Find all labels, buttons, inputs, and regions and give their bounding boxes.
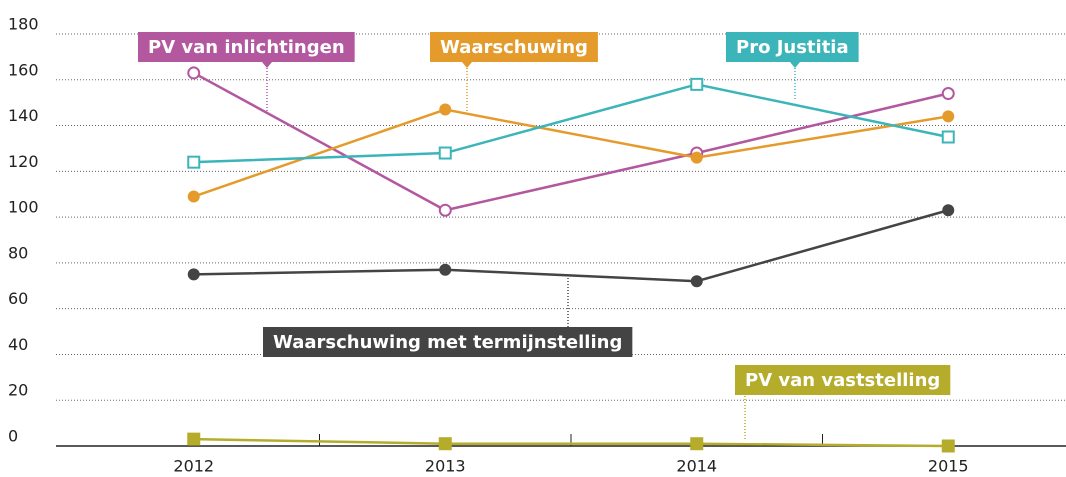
marker [690,151,703,164]
x-tick-label: 2015 [928,457,969,476]
legend-label: Pro Justitia [736,37,849,58]
x-tick-label: 2013 [425,457,466,476]
marker [187,268,200,281]
legend-pointer [462,62,472,68]
marker [690,275,703,288]
marker [187,432,201,446]
marker [941,439,955,453]
y-tick-label: 20 [8,381,28,400]
y-tick-label: 60 [8,289,28,308]
marker [187,190,200,203]
marker [187,66,201,80]
legend-box [735,365,951,395]
y-tick-label: 80 [8,243,28,262]
x-tick-label: 2014 [676,457,717,476]
series-line [193,83,949,164]
series-line [193,108,949,198]
marker [438,203,452,217]
y-tick-label: 140 [8,106,39,125]
marker [942,110,955,123]
legend-label: PV van vaststelling [745,370,940,391]
series-line [193,209,949,283]
legend-pointer [790,62,800,68]
series-line [193,71,949,212]
marker [690,77,704,91]
y-tick-label: 0 [8,427,18,446]
legend-box [726,32,859,62]
x-tick-label: 2012 [173,457,214,476]
marker [941,130,955,144]
marker [187,155,201,169]
y-tick-label: 100 [8,198,39,217]
marker [942,204,955,217]
legend-box [430,32,598,62]
legend-pointer [262,62,272,68]
marker [438,146,452,160]
series-line [193,437,949,448]
legend-label: Waarschuwing [440,37,588,58]
marker [439,103,452,116]
marker [438,437,452,451]
legend-label: Waarschuwing met termijnstelling [273,332,622,353]
legend-box [138,32,355,62]
legend-box [263,327,633,357]
legend-label: PV van inlichtingen [148,37,345,58]
marker [690,437,704,451]
y-tick-label: 120 [8,152,39,171]
y-tick-label: 160 [8,60,39,79]
y-tick-label: 180 [8,15,39,34]
y-tick-label: 40 [8,335,28,354]
marker [941,87,955,101]
marker [439,263,452,276]
